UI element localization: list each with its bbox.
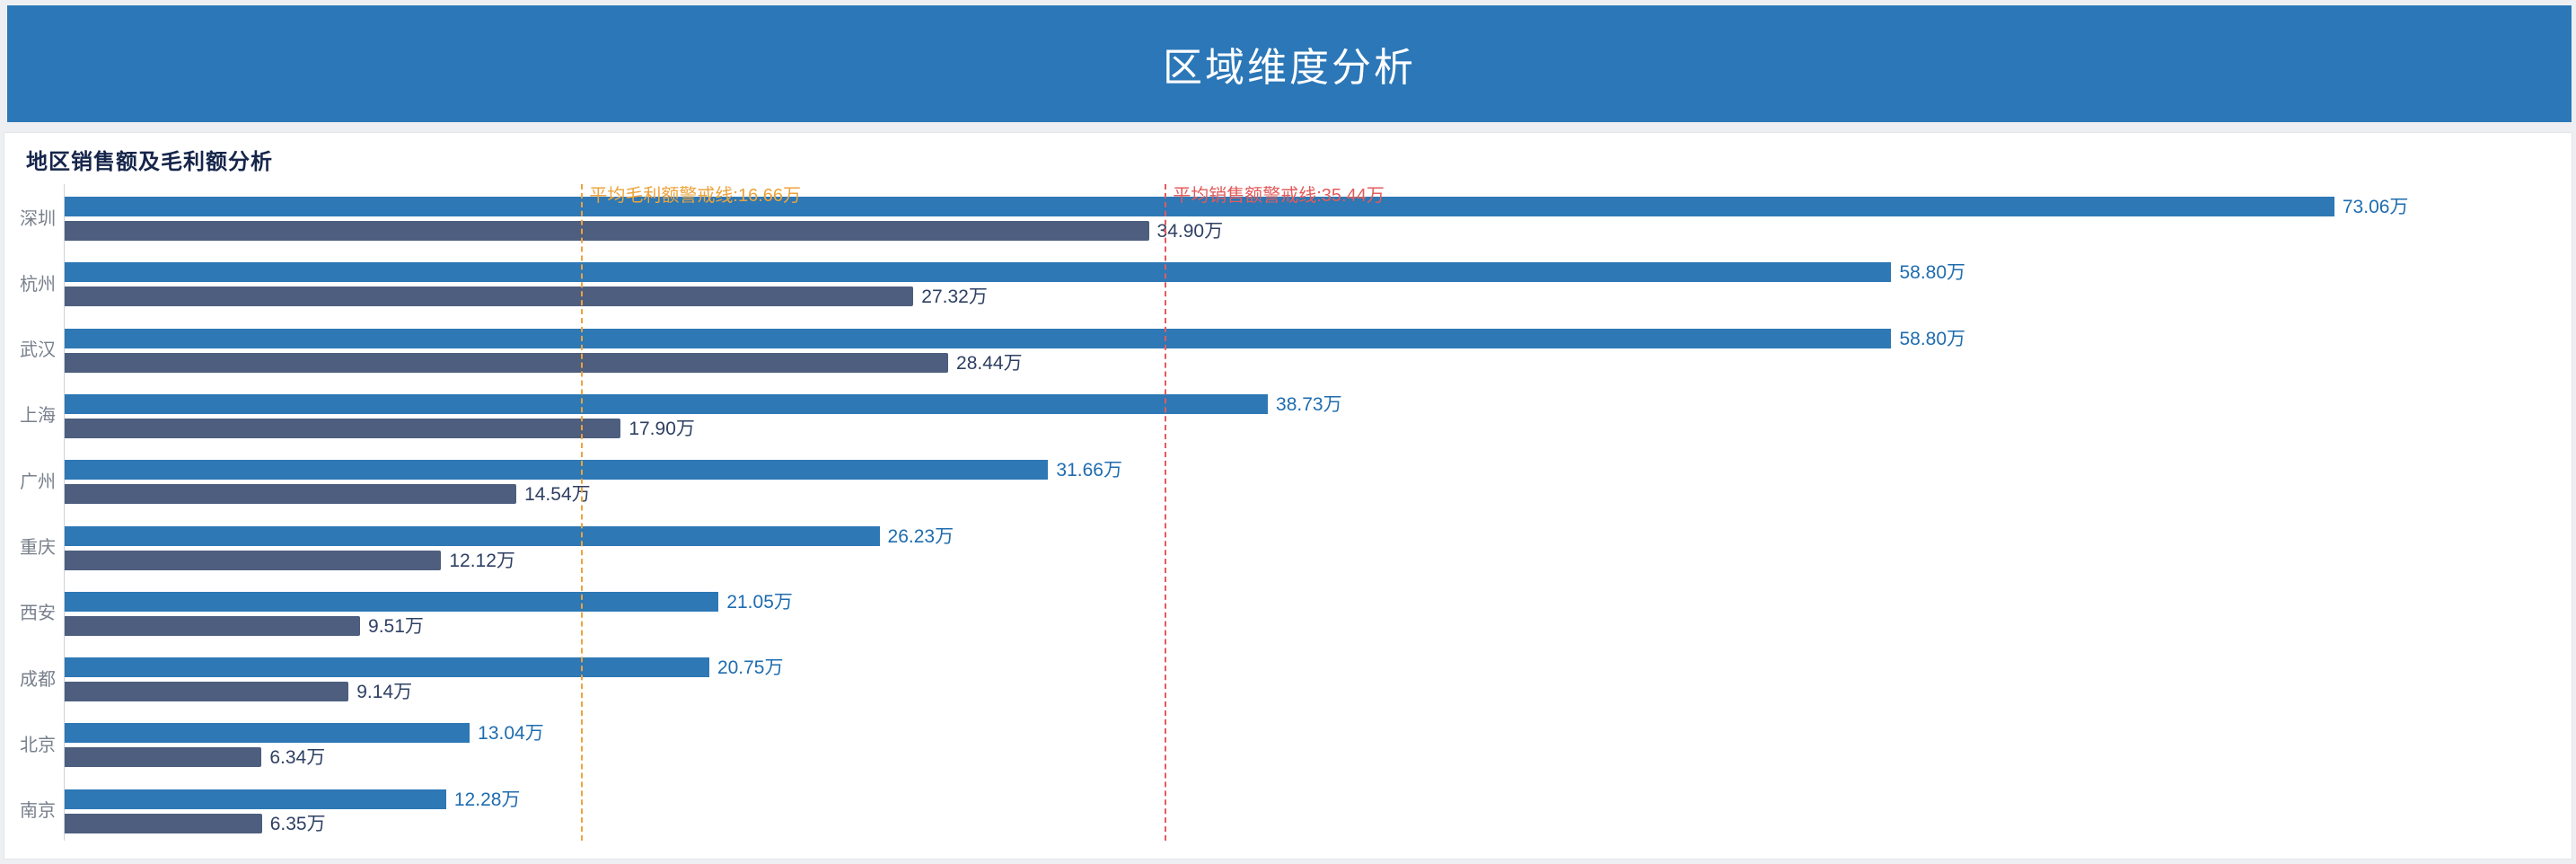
profit-bar[interactable] xyxy=(65,484,517,505)
profit-bar[interactable] xyxy=(65,352,949,373)
category-label: 重庆 xyxy=(20,538,56,558)
sales-bar[interactable] xyxy=(65,460,1049,480)
sales-value-label: 13.04万 xyxy=(478,723,544,745)
category-label: 北京 xyxy=(20,735,56,755)
profit-value-label: 14.54万 xyxy=(524,484,591,506)
sales-warning-line xyxy=(1165,184,1167,841)
category-label: 上海 xyxy=(20,406,56,427)
sales-value-label: 20.75万 xyxy=(717,657,784,679)
profit-bar[interactable] xyxy=(65,813,262,833)
profit-bar[interactable] xyxy=(65,221,1149,241)
sales-bar[interactable] xyxy=(65,789,446,809)
sales-value-label: 21.05万 xyxy=(726,591,793,613)
profit-value-label: 6.35万 xyxy=(269,813,326,834)
profit-value-label: 34.90万 xyxy=(1156,221,1224,242)
sales-bar[interactable] xyxy=(65,723,470,744)
sales-bar[interactable] xyxy=(65,591,719,612)
sales-bar[interactable] xyxy=(65,525,880,546)
bar-chart-plot: 73.06万 34.90万 深圳 58.80万 27.32万 杭州 58.80万 28.44万… xyxy=(20,184,2529,841)
sales-value-label: 26.23万 xyxy=(887,525,954,547)
category-label: 南京 xyxy=(20,801,56,822)
category-label: 武汉 xyxy=(20,340,56,361)
profit-value-label: 28.44万 xyxy=(956,352,1023,374)
chart-title: 地区销售额及毛利额分析 xyxy=(26,150,273,174)
sales-value-label: 73.06万 xyxy=(2342,197,2409,217)
profit-value-label: 9.14万 xyxy=(356,682,413,703)
profit-value-label: 12.12万 xyxy=(449,550,515,571)
chart-card: 地区销售额及毛利额分析 73.06万 34.90万 深圳 58.80万 27.32万 杭州… xyxy=(4,132,2572,860)
sales-bar[interactable] xyxy=(65,657,709,678)
profit-bar[interactable] xyxy=(65,287,914,307)
profit-bar[interactable] xyxy=(65,747,262,768)
sales-bar[interactable] xyxy=(65,197,2334,216)
sales-bar[interactable] xyxy=(65,393,1269,414)
sales-value-label: 58.80万 xyxy=(1899,328,1966,349)
sales-value-label: 12.28万 xyxy=(453,789,521,810)
profit-bar[interactable] xyxy=(65,615,361,636)
profit-value-label: 9.51万 xyxy=(368,615,424,637)
y-axis-line xyxy=(64,184,65,841)
category-label: 深圳 xyxy=(20,208,56,229)
category-label: 杭州 xyxy=(20,274,56,295)
sales-warning-line-label: 平均销售额警戒线:35.44万 xyxy=(1173,186,1385,206)
profit-bar[interactable] xyxy=(65,550,442,570)
profit-value-label: 27.32万 xyxy=(921,287,988,308)
profit-bar[interactable] xyxy=(65,682,349,702)
sales-bar[interactable] xyxy=(65,262,1892,283)
category-label: 西安 xyxy=(20,604,56,624)
page-title: 区域维度分析 xyxy=(1163,46,1416,90)
sales-bar[interactable] xyxy=(65,328,1892,348)
sales-value-label: 31.66万 xyxy=(1056,460,1122,481)
profit-value-label: 17.90万 xyxy=(629,418,695,439)
category-label: 广州 xyxy=(20,472,56,492)
sales-value-label: 58.80万 xyxy=(1899,262,1966,284)
profit-warning-line-label: 平均毛利额警戒线:16.66万 xyxy=(589,186,802,206)
profit-bar[interactable] xyxy=(65,418,621,438)
profit-value-label: 6.34万 xyxy=(269,747,326,769)
app-header: 区域维度分析 xyxy=(7,5,2572,122)
profit-warning-line xyxy=(581,184,584,841)
category-label: 成都 xyxy=(20,669,56,690)
sales-value-label: 38.73万 xyxy=(1276,393,1342,415)
